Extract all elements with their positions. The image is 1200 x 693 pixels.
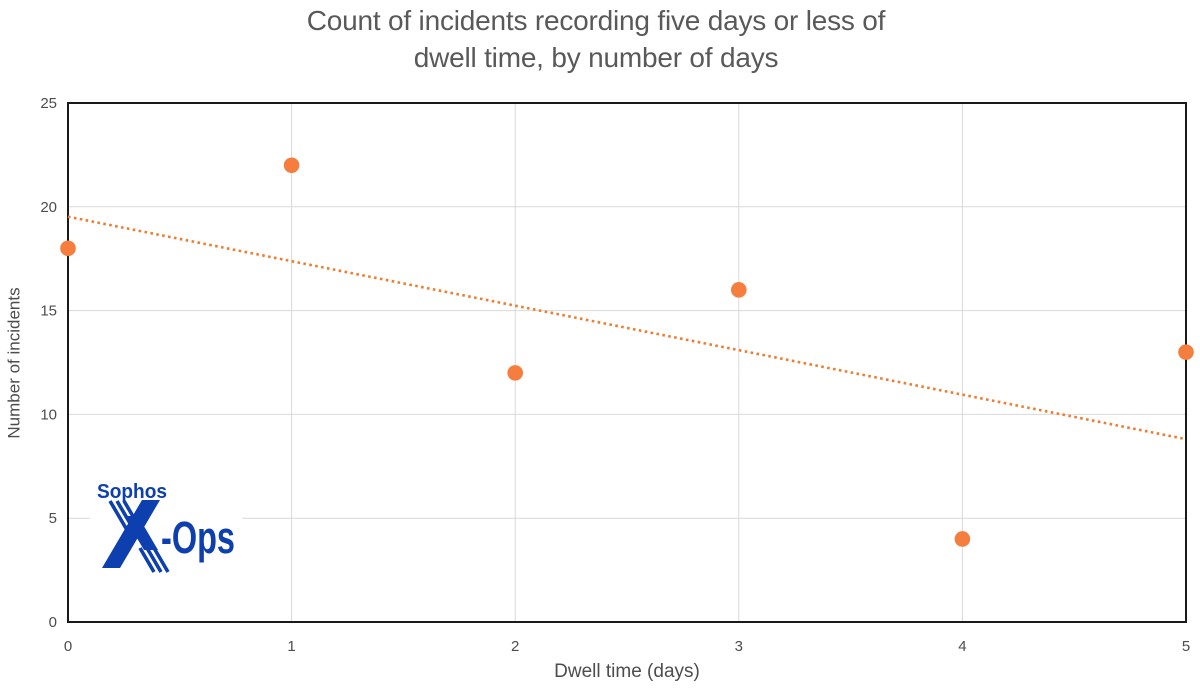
- y-tick-label: 20: [40, 199, 57, 216]
- logo-x-stripes-bottom-right: [138, 547, 170, 573]
- y-tick-label: 10: [40, 406, 57, 423]
- y-tick-label: 15: [40, 303, 57, 320]
- chart-title: Count of incidents recording five days o…: [0, 2, 1192, 76]
- x-tick-label: 5: [1182, 638, 1190, 655]
- scatter-point: [731, 282, 747, 298]
- trendline: [67, 215, 1187, 441]
- x-tick-label: 3: [735, 638, 743, 655]
- logo-x-icon: [102, 500, 170, 573]
- sophos-xops-logo: Sophos -Ops: [90, 468, 242, 574]
- x-axis-title: Dwell time (days): [554, 661, 700, 682]
- scatter-point: [954, 531, 971, 547]
- x-tick-label: 1: [287, 638, 295, 655]
- logo-brand-text: Sophos: [97, 481, 167, 503]
- y-tick-label: 0: [49, 614, 57, 631]
- x-tick-label: 0: [64, 638, 72, 655]
- scatter-point: [283, 157, 300, 174]
- logo-x-main-bar: [102, 500, 160, 568]
- plot-border: [67, 102, 1187, 623]
- scatter-point: [507, 365, 523, 381]
- scatter-point: [60, 240, 76, 257]
- chart-title-line-2: dwell time, by number of days: [413, 42, 779, 73]
- chart-title-line-1: Count of incidents recording five days o…: [306, 5, 886, 36]
- logo-x-center-bar: [124, 516, 158, 550]
- y-tick-label: 5: [49, 510, 57, 527]
- y-tick-label: 25: [40, 95, 57, 112]
- logo-ops-text: -Ops: [161, 512, 235, 563]
- x-tick-label: 4: [958, 638, 966, 655]
- scatter-point: [1178, 344, 1194, 360]
- x-tick-label: 2: [511, 638, 519, 655]
